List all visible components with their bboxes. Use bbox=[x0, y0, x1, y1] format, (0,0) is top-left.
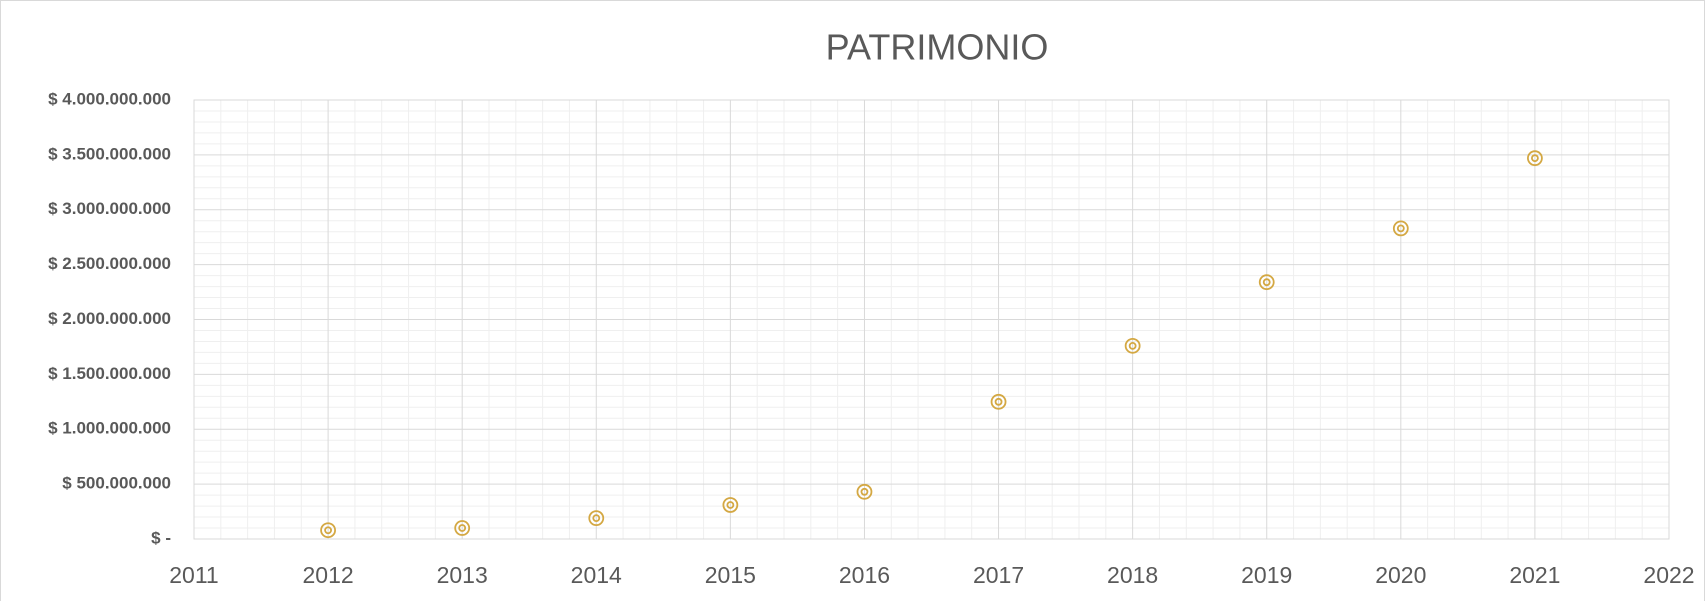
y-tick-label: $ 1.500.000.000 bbox=[48, 364, 171, 383]
point bbox=[1527, 150, 1543, 167]
point bbox=[1124, 337, 1141, 354]
plot-border bbox=[193, 99, 1670, 540]
point bbox=[320, 522, 336, 539]
y-tick-label: $ 500.000.000 bbox=[62, 474, 171, 493]
x-tick-label: 2016 bbox=[839, 562, 890, 588]
x-tick-label: 2017 bbox=[973, 562, 1024, 588]
x-tick-label: 2013 bbox=[437, 562, 488, 588]
chart-title: PATRIMONIO bbox=[826, 27, 1049, 68]
y-tick-label: $ - bbox=[151, 528, 171, 547]
point bbox=[1392, 220, 1409, 237]
point bbox=[454, 520, 471, 536]
x-tick-label: 2011 bbox=[169, 562, 218, 588]
x-tick-label: 2014 bbox=[571, 562, 622, 588]
x-tick-label: 2015 bbox=[705, 562, 756, 588]
y-tick-label: $ 2.000.000.000 bbox=[48, 309, 171, 328]
x-tick-label: 2022 bbox=[1643, 562, 1694, 588]
point bbox=[588, 510, 605, 527]
point bbox=[856, 483, 873, 500]
y-tick-label: $ 3.500.000.000 bbox=[48, 144, 171, 163]
x-tick-label: 2019 bbox=[1241, 562, 1292, 588]
y-tick-label: $ 3.000.000.000 bbox=[48, 199, 171, 218]
x-tick-label: 2012 bbox=[303, 562, 354, 588]
point bbox=[1258, 274, 1275, 291]
y-tick-label: $ 4.000.000.000 bbox=[48, 89, 171, 108]
y-tick-label: $ 2.500.000.000 bbox=[48, 254, 171, 273]
x-tick-label: 2021 bbox=[1509, 562, 1560, 588]
y-tick-label: $ 1.000.000.000 bbox=[48, 419, 171, 438]
point bbox=[722, 497, 739, 513]
x-tick-label: 2020 bbox=[1375, 562, 1426, 588]
point bbox=[990, 393, 1007, 410]
x-tick-label: 2018 bbox=[1107, 562, 1158, 588]
